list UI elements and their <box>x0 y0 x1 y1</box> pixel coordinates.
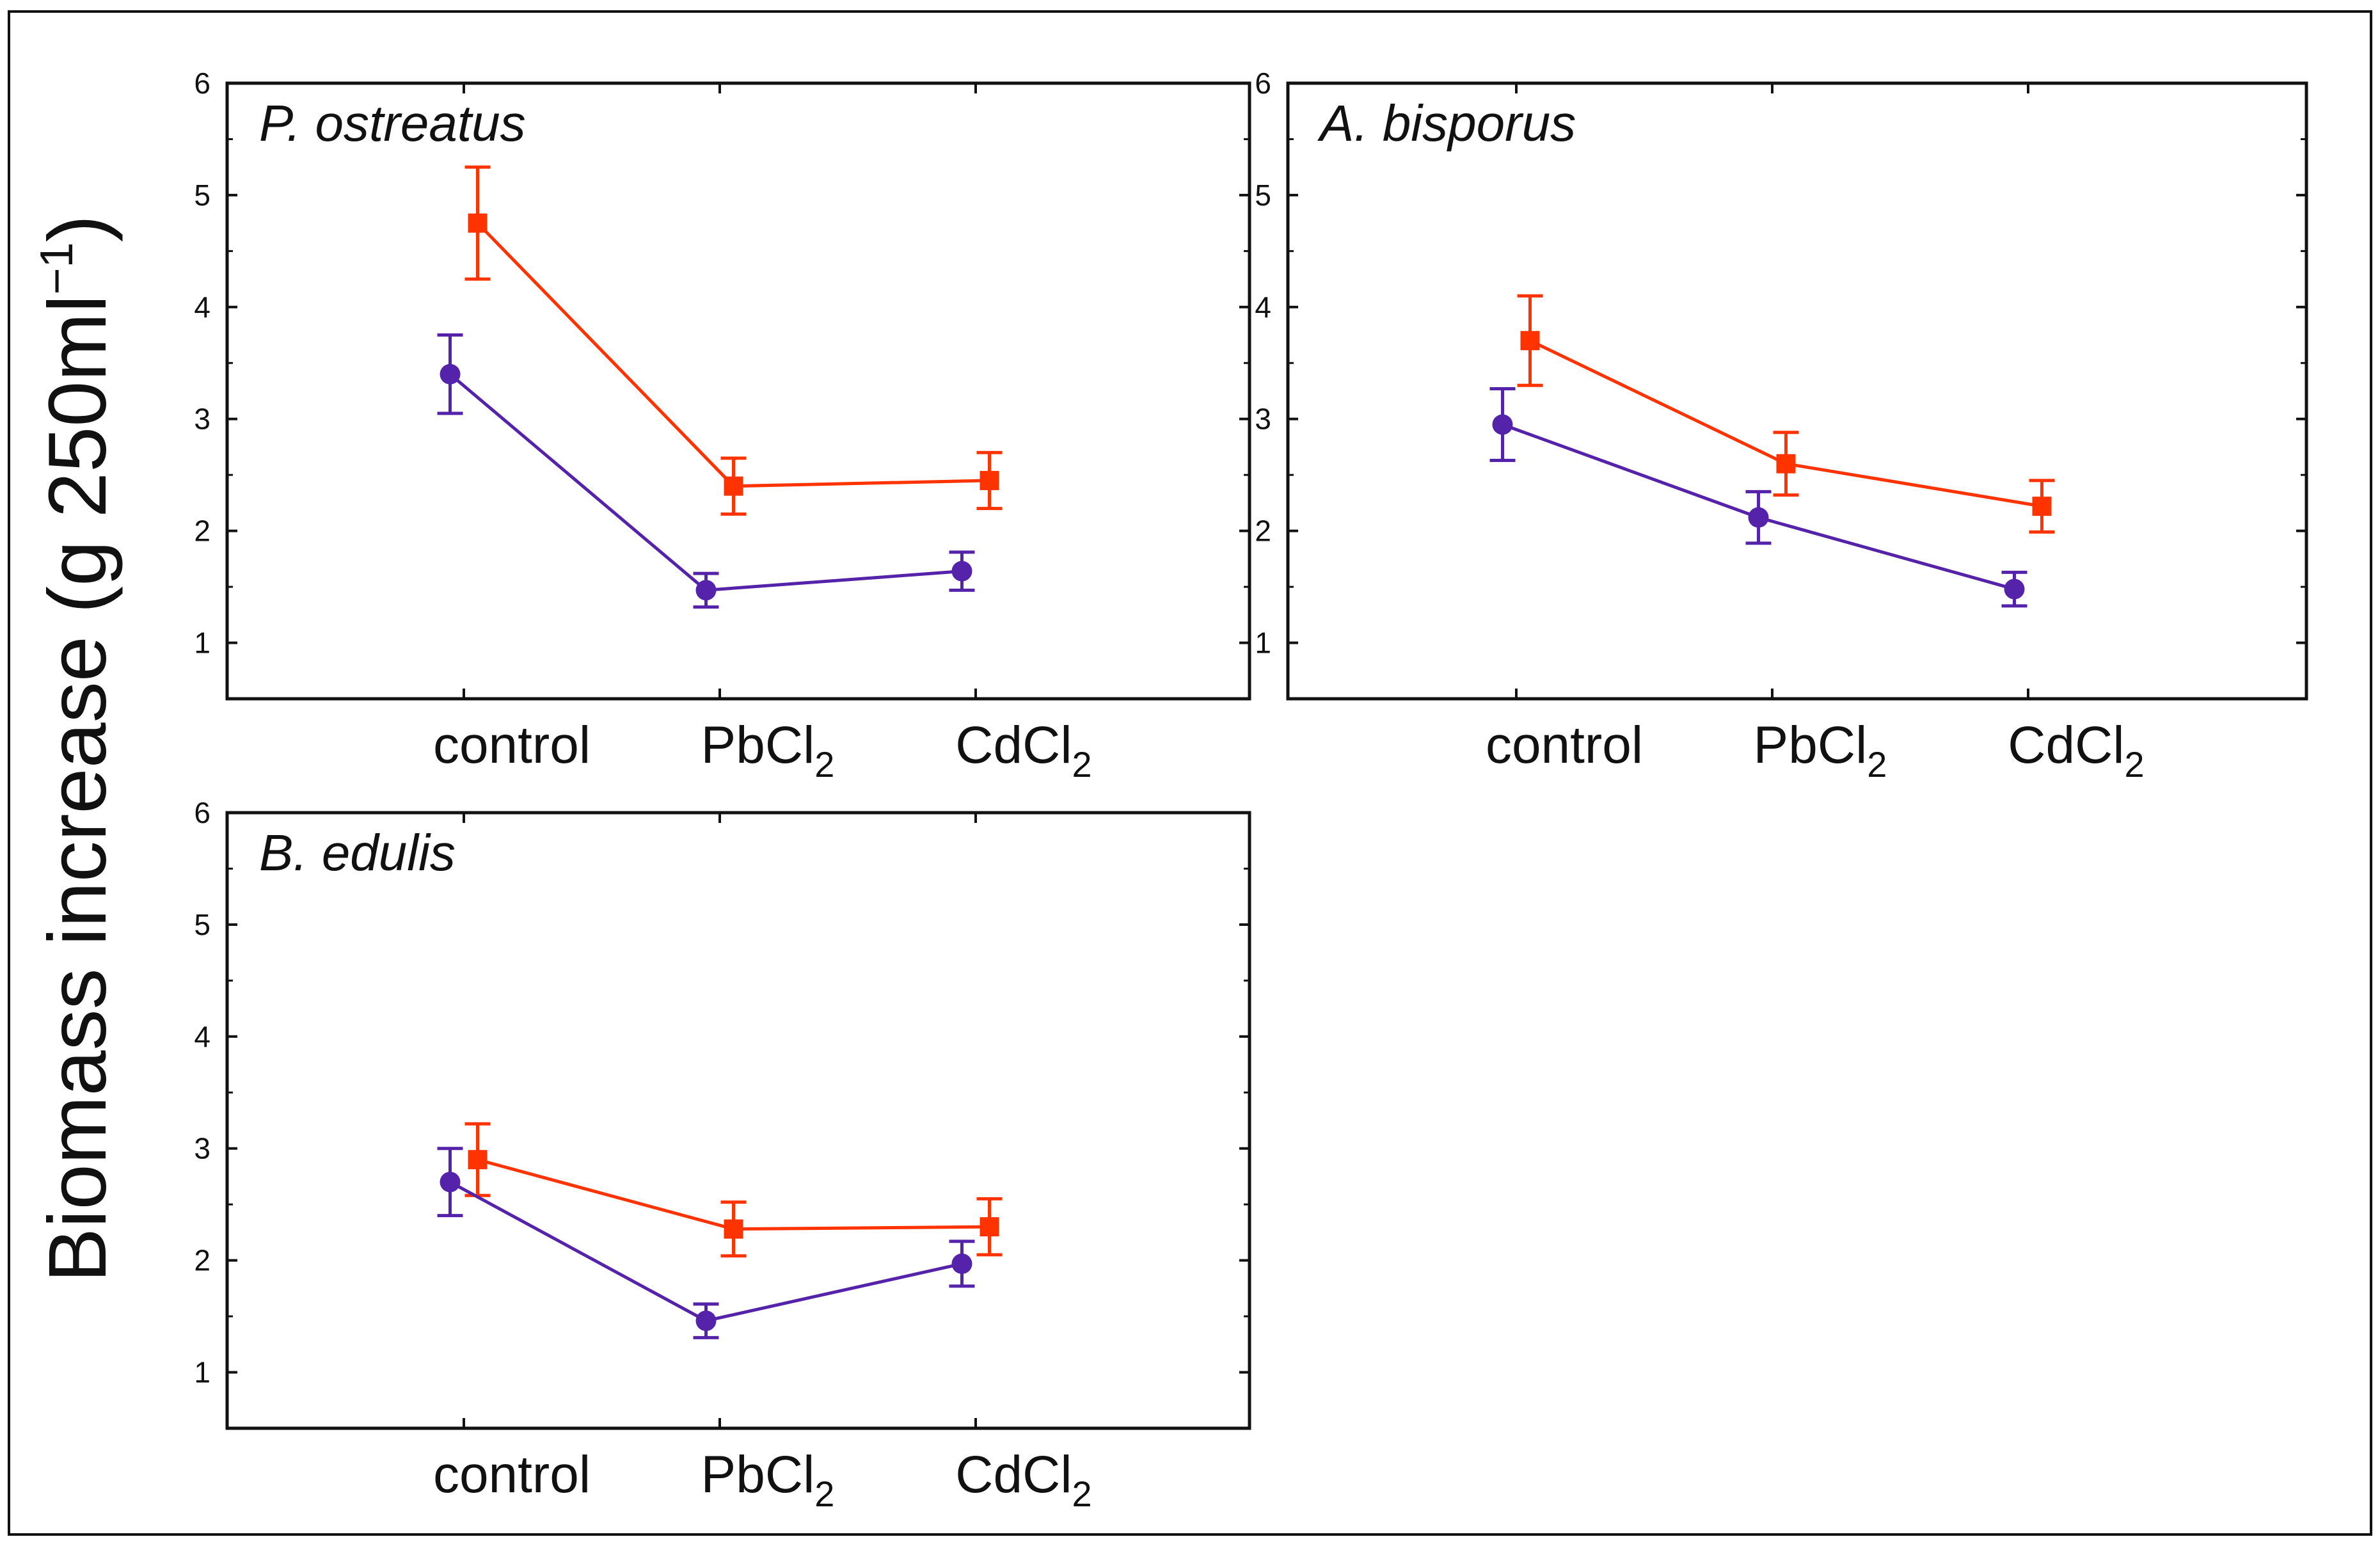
x-category-label: CdCl2 <box>955 1446 1091 1514</box>
y-tick-label: 1 <box>194 1356 210 1389</box>
y-tick-label: 6 <box>1255 67 1271 100</box>
data-point-circle <box>2004 578 2025 600</box>
y-tick-label: 5 <box>194 179 210 212</box>
data-point-circle <box>695 580 717 601</box>
x-category-label: CdCl2 <box>2008 716 2144 785</box>
x-category-label-text: PbCl <box>1754 716 1868 774</box>
x-category-label: control <box>1486 716 1643 774</box>
data-point-square <box>468 213 488 233</box>
data-point-square <box>980 1217 999 1237</box>
y-tick-label: 1 <box>1255 626 1271 660</box>
x-category-label: control <box>433 1446 591 1504</box>
x-category-label-text: control <box>433 716 591 774</box>
data-point-circle <box>440 1172 461 1193</box>
data-point-square <box>980 470 999 490</box>
y-axis-title-main: Biomass increase (g 250ml <box>32 294 123 1282</box>
panel-title: B. edulis <box>259 824 456 881</box>
x-category-label-subscript: 2 <box>2125 744 2145 785</box>
x-category-label-subscript: 2 <box>814 744 834 785</box>
panel-title: A. bisporus <box>1317 95 1576 152</box>
data-point-square <box>468 1150 488 1170</box>
plot-frame <box>1286 81 2308 701</box>
x-category-label-text: PbCl <box>701 1446 815 1504</box>
y-tick-label: 2 <box>194 1244 210 1277</box>
data-point-circle <box>1492 414 1513 435</box>
y-axis-title-superscript: −1 <box>31 242 83 294</box>
data-point-square <box>724 1219 743 1239</box>
data-point-square <box>1776 454 1796 474</box>
y-axis-title-close: ) <box>32 215 123 243</box>
x-category-label-text: control <box>433 1446 591 1504</box>
x-category-label-text: CdCl <box>955 716 1072 774</box>
x-category-label-text: CdCl <box>955 1446 1072 1504</box>
x-category-label: control <box>433 716 591 774</box>
x-category-label: PbCl2 <box>701 1446 835 1514</box>
y-tick-label: 3 <box>194 1132 210 1165</box>
y-tick-label: 4 <box>194 1020 210 1053</box>
x-category-label: PbCl2 <box>1754 716 1887 785</box>
data-point-circle <box>1748 507 1769 528</box>
x-category-label-text: control <box>1486 716 1643 774</box>
data-point-circle <box>695 1311 717 1332</box>
y-tick-label: 5 <box>194 908 210 941</box>
y-tick-label: 6 <box>194 796 210 829</box>
y-tick-label: 4 <box>1255 291 1271 324</box>
x-category-label: PbCl2 <box>701 716 835 785</box>
x-category-label-subscript: 2 <box>1072 1474 1092 1514</box>
data-point-circle <box>951 561 972 582</box>
data-point-circle <box>951 1253 972 1274</box>
panel-title: P. ostreatus <box>259 95 526 152</box>
plot-frame <box>225 81 1251 701</box>
data-point-square <box>1520 331 1540 351</box>
y-tick-label: 4 <box>194 291 210 324</box>
y-axis-title: Biomass increase (g 250ml−1) <box>31 215 123 1282</box>
x-category-label: CdCl2 <box>955 716 1091 785</box>
x-category-label-subscript: 2 <box>1072 744 1092 785</box>
y-tick-label: 5 <box>1255 179 1271 212</box>
y-tick-label: 2 <box>194 514 210 548</box>
plot-frame <box>225 811 1251 1430</box>
x-category-label-subscript: 2 <box>1867 744 1887 785</box>
data-point-square <box>2032 497 2052 516</box>
y-tick-label: 1 <box>194 626 210 660</box>
x-category-label-text: CdCl <box>2008 716 2124 774</box>
y-tick-label: 2 <box>1255 514 1271 548</box>
data-point-square <box>724 476 743 496</box>
data-point-circle <box>440 363 461 385</box>
outer-frame <box>8 10 2372 1536</box>
y-tick-label: 3 <box>1255 402 1271 436</box>
x-category-label-subscript: 2 <box>814 1474 834 1514</box>
x-category-label-text: PbCl <box>701 716 815 774</box>
y-tick-label: 3 <box>194 402 210 436</box>
y-tick-label: 6 <box>194 67 210 100</box>
